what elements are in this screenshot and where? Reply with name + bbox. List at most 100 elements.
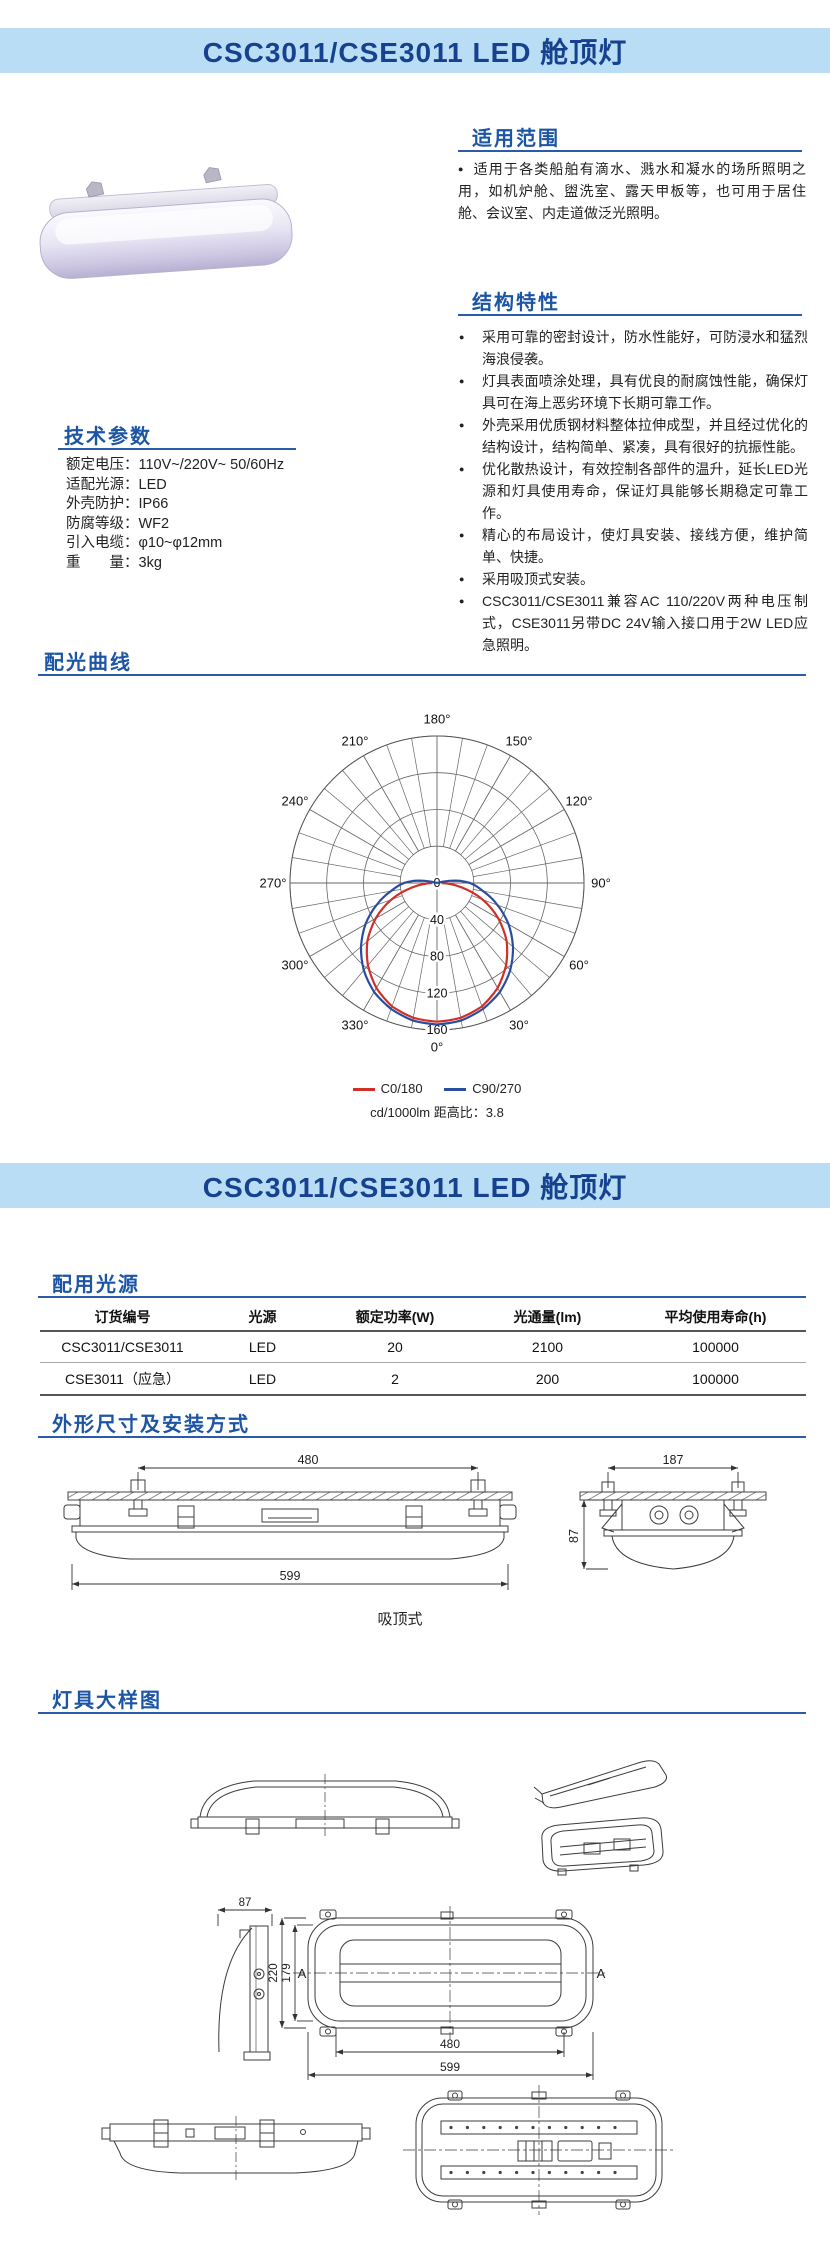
mounting-caption: 吸顶式 [377,1611,423,1628]
svg-text:30°: 30° [509,1018,529,1033]
svg-text:270°: 270° [260,876,287,891]
page-title-banner-2: CSC3011/CSE3011 LED 舱顶灯 [0,1163,830,1208]
svg-text:210°: 210° [342,734,369,749]
table-header-row: 订货编号 光源 额定功率(W) 光通量(lm) 平均使用寿命(h) [40,1303,806,1332]
cell-order-no: CSC3011/CSE3011 [61,1339,184,1355]
svg-text:150°: 150° [506,734,533,749]
svg-text:330°: 330° [342,1018,369,1033]
cell-flux: 2100 [531,1339,564,1355]
detail-bottom-side-drawing [101,2116,371,2180]
cell-life: 100000 [692,1370,739,1387]
svg-text:40: 40 [430,913,444,927]
col-header: 光通量(lm) [513,1308,582,1325]
section-rule [38,1712,806,1714]
svg-text:300°: 300° [282,958,309,973]
section-heading-features: 结构特性 [472,292,560,314]
section-rule [38,1436,806,1438]
feature-item: 优化散热设计，有效控制各部件的温升，延长LED光源和灯具使用寿命，保证灯具能够长… [458,458,808,524]
legend-item-c90-270: C90/270 [444,1081,521,1096]
svg-text:120: 120 [427,986,448,1000]
dim-label-599: 599 [280,1569,301,1583]
feature-item: 采用可靠的密封设计，防水性能好，可防浸水和猛烈海浪侵袭。 [458,326,808,370]
tech-specs: 额定电压：110V~/220V~ 50/60Hz 适配光源：LED 外壳防护：I… [66,456,284,573]
section-rule [58,448,296,450]
dim-label-480-detail: 480 [440,2037,460,2051]
svg-text:0°: 0° [431,1040,443,1055]
end-view-drawing: 187 87 [567,1453,767,1570]
detail-end-section-drawing: 87 [217,1897,273,2061]
dim-label-599-detail: 599 [440,2060,460,2074]
page-title: CSC3011/CSE3011 LED 舱顶灯 [202,36,628,68]
section-rule [38,1296,806,1298]
detail-iso-body-drawing [541,1817,664,1876]
section-heading-tech: 技术参数 [64,426,152,448]
spec-corrosion: 防腐等级：WF2 [66,515,170,532]
chart-caption: cd/1000lm 距高比：3.8 [370,1105,504,1120]
legend-item-c0-180: C0/180 [352,1081,423,1096]
spec-cable: 引入电缆：φ10~φ12mm [66,535,223,551]
svg-text:180°: 180° [424,712,451,727]
polar-chart: 0° 30° 60° 90° 120° 150° 180° 210° 240° 270° 300° 3… [242,693,632,1083]
dim-label-187: 187 [663,1453,684,1467]
svg-text:160: 160 [427,1023,448,1037]
spec-weight: 重 量：3kg [66,554,162,571]
cell-power: 2 [391,1370,399,1387]
spec-source: 适配光源：LED [66,476,167,493]
legend-swatch-blue [444,1088,467,1092]
feature-item: 精心的布局设计，使灯具安装、接线方便，维护简单、快捷。 [458,524,808,568]
legend-label: C90/270 [472,1081,522,1096]
col-header: 订货编号 [94,1308,151,1325]
svg-text:120°: 120° [566,794,593,809]
col-header: 平均使用寿命(h) [664,1308,767,1325]
dim-label-179: 179 [281,1963,293,1982]
section-heading-curve: 配光曲线 [44,652,132,674]
detail-iso-cover-drawing [533,1760,667,1809]
cell-order-no: CSE3011（应急） [65,1370,180,1387]
scope-paragraph: 适用于各类船舶有滴水、溅水和凝水的场所照明之用，如机炉舱、盥洗室、露天甲板等，也… [458,158,806,224]
section-rule [38,674,806,676]
feature-item: 外壳采用优质钢材料整体拉伸成型，并且经过优化的结构设计，结构简单、紧凑，具有很好… [458,414,808,458]
section-rule [458,314,802,316]
page-title-banner: CSC3011/CSE3011 LED 舱顶灯 [0,28,830,73]
dim-label-87: 87 [567,1529,581,1543]
feature-item: CSC3011/CSE3011兼容AC 110/220V两种电压制式，CSE30… [458,590,808,656]
section-rule [458,150,802,152]
cell-source: LED [248,1370,277,1387]
polar-chart-svg: 0° 30° 60° 90° 120° 150° 180° 210° 240° 270° 300° 3… [260,712,611,1055]
spec-voltage: 额定电压：110V~/220V~ 50/60Hz [66,457,285,473]
legend-swatch-red [352,1088,375,1092]
features-list: 采用可靠的密封设计，防水性能好，可防浸水和猛烈海浪侵袭。 灯具表面喷涂处理，具有… [458,326,808,656]
detail-plan-drawing: 220 179 A A 480 599 [268,1906,608,2080]
dim-label-87-detail: 87 [239,1897,252,1909]
svg-text:60°: 60° [569,958,589,973]
product-photo [12,158,310,310]
table-row: CSC3011/CSE3011 LED 20 2100 100000 [40,1332,806,1363]
svg-text:90°: 90° [591,876,611,891]
feature-item: 灯具表面喷涂处理，具有优良的耐腐蚀性能，确保灯具可在海上恶劣环境下长期可靠工作。 [458,370,808,414]
light-source-table: 订货编号 光源 额定功率(W) 光通量(lm) 平均使用寿命(h) CSC301… [40,1303,806,1396]
cell-source: LED [248,1339,277,1355]
side-view-drawing: 480 599 [63,1453,517,1590]
detail-internal-plan-drawing [403,2085,675,2215]
section-heading-source: 配用光源 [52,1274,140,1296]
cell-life: 100000 [692,1339,739,1355]
svg-text:80: 80 [430,950,444,964]
section-heading-detail: 灯具大样图 [52,1690,162,1712]
section-mark-a-left: A [298,1966,307,1981]
spec-ip: 外壳防护：IP66 [66,496,169,512]
dim-label-480: 480 [298,1453,319,1467]
table-row: CSE3011（应急） LED 2 200 100000 [40,1363,806,1396]
chart-legend: C0/180 C90/270 [242,1081,632,1096]
section-heading-dimensions: 外形尺寸及安装方式 [52,1414,250,1436]
dim-label-220: 220 [268,1963,280,1982]
feature-item: 采用吸顶式安装。 [458,568,808,590]
cell-power: 20 [387,1339,403,1355]
product-photo-image [39,167,293,279]
cell-flux: 200 [535,1370,560,1387]
section-mark-a-right: A [597,1966,606,1981]
col-header: 光源 [248,1308,277,1325]
page-title: CSC3011/CSE3011 LED 舱顶灯 [202,1171,628,1203]
col-header: 额定功率(W) [355,1308,435,1325]
legend-label: C0/180 [380,1081,423,1096]
